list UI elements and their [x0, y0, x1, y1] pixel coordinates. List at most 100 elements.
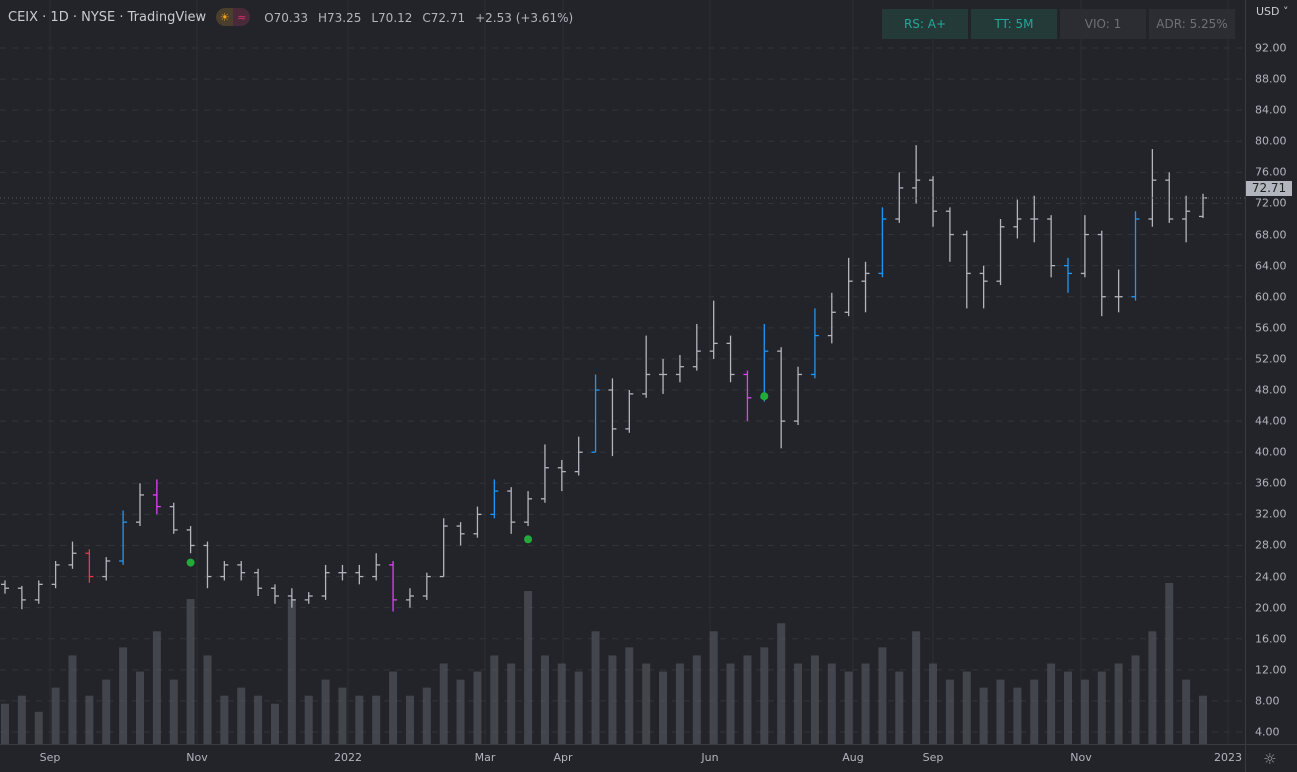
- ohlc-bar: [287, 588, 296, 608]
- ohlc-bar: [507, 487, 516, 534]
- volume-bar: [540, 655, 549, 744]
- volume-bar: [220, 695, 229, 744]
- volume-bar: [810, 655, 819, 744]
- volume-bar: [726, 663, 735, 744]
- time-tick-label: Nov: [1070, 751, 1092, 764]
- ohlc-bar: [642, 335, 651, 398]
- indicator-pill[interactable]: ☀ ≈: [216, 8, 251, 26]
- settings-gear-icon[interactable]: ☼: [1263, 750, 1277, 768]
- price-tick-label: 72.00: [1255, 196, 1287, 210]
- ohlc-bar: [524, 491, 533, 527]
- ohlc-bar: [473, 506, 482, 538]
- volume-bar: [34, 711, 43, 744]
- ohlc-bar: [119, 510, 128, 565]
- volume-bar: [237, 687, 246, 744]
- time-tick-label: Jun: [701, 751, 719, 764]
- ohlc-bar: [1013, 199, 1022, 239]
- price-tick-label: 76.00: [1255, 165, 1287, 179]
- volume-bar: [338, 687, 347, 744]
- volume-bar: [1148, 631, 1157, 744]
- ohlc-bar: [979, 265, 988, 309]
- volume-bar: [659, 671, 668, 744]
- price-tick-label: 84.00: [1255, 103, 1287, 117]
- currency-label: USD: [1256, 5, 1280, 18]
- ohlc-bar: [726, 335, 735, 383]
- ohlc-bar: [68, 541, 77, 569]
- ohlc-bar: [912, 145, 921, 204]
- ohlc-bar: [186, 526, 195, 554]
- volume-bar: [1114, 663, 1123, 744]
- ohlc-bar: [895, 172, 904, 223]
- ohlc-bar: [135, 483, 144, 527]
- ohlc-bar: [1182, 195, 1191, 243]
- volume-bar: [844, 671, 853, 744]
- volume-bar: [1131, 655, 1140, 744]
- volume-bar: [979, 687, 988, 744]
- ohlc-bar: [270, 584, 279, 604]
- price-tick-label: 68.00: [1255, 228, 1287, 242]
- ohlc-bar: [540, 444, 549, 503]
- badge-adr: ADR: 5.25%: [1149, 9, 1235, 39]
- ohlc-bar: [389, 561, 398, 612]
- volume-bar: [608, 655, 617, 744]
- time-tick-label: Sep: [922, 751, 944, 764]
- close-value: C72.71: [422, 10, 466, 25]
- ohlc-bar: [743, 370, 752, 422]
- time-tick-label: 2022: [334, 751, 362, 764]
- signal-marker: [760, 392, 769, 401]
- ohlc-bar: [1080, 215, 1089, 278]
- volume-bar: [743, 655, 752, 744]
- price-tick-label: 12.00: [1255, 663, 1287, 677]
- volume-bar: [962, 671, 971, 744]
- volume-bar: [473, 671, 482, 744]
- change-value: +2.53 (+3.61%): [475, 10, 574, 25]
- ohlc-bar: [321, 564, 330, 600]
- signal-marker: [186, 558, 195, 567]
- volume-bar: [524, 591, 533, 744]
- ohlc-bar: [1097, 230, 1106, 317]
- volume-bar: [85, 695, 94, 744]
- volume-bar: [490, 655, 499, 744]
- ohlc-bar: [17, 585, 26, 610]
- volume-bar: [186, 599, 195, 744]
- time-tick-label: Nov: [186, 751, 208, 764]
- ohlc-bar: [1, 580, 9, 594]
- price-tick-label: 4.00: [1255, 725, 1280, 739]
- price-tick-label: 16.00: [1255, 632, 1287, 646]
- volume-bar: [254, 695, 263, 744]
- price-tick-label: 64.00: [1255, 259, 1287, 273]
- price-tick-label: 92.00: [1255, 41, 1287, 55]
- sun-icon: ☀: [216, 8, 234, 26]
- volume-bar: [1199, 695, 1207, 744]
- badge-rs: RS: A+: [882, 9, 968, 39]
- ohlc-bar: [929, 176, 938, 227]
- ohlc-bar: [203, 541, 212, 589]
- ohlc-bar: [1114, 269, 1123, 313]
- ohlc-bar: [1199, 193, 1207, 219]
- price-tick-label: 56.00: [1255, 321, 1287, 335]
- volume-bar: [557, 663, 566, 744]
- volume-bar: [895, 671, 904, 744]
- volume-bar: [1030, 679, 1039, 744]
- ohlc-bar: [1131, 211, 1140, 301]
- volume-bar: [405, 695, 414, 744]
- ohlc-bar: [844, 257, 853, 317]
- price-tick-label: 28.00: [1255, 538, 1287, 552]
- volume-bar: [1097, 671, 1106, 744]
- ohlc-bar: [794, 366, 803, 425]
- ohlc-bar: [675, 355, 684, 383]
- volume-bar: [102, 679, 111, 744]
- volume-bar: [203, 655, 212, 744]
- currency-selector[interactable]: USD ˅: [1256, 5, 1289, 18]
- ohlc-bar: [85, 549, 94, 583]
- price-chart[interactable]: [0, 0, 1245, 744]
- ohlc-bar: [574, 436, 583, 476]
- symbol-title[interactable]: CEIX · 1D · NYSE · TradingView: [8, 9, 207, 25]
- volume-bar: [709, 631, 718, 744]
- volume-bar: [1013, 687, 1022, 744]
- ohlc-bar: [34, 580, 43, 604]
- ohlc-bar: [709, 300, 718, 359]
- volume-bar: [68, 655, 77, 744]
- volume-bar: [929, 663, 938, 744]
- ohlc-bar: [962, 230, 971, 309]
